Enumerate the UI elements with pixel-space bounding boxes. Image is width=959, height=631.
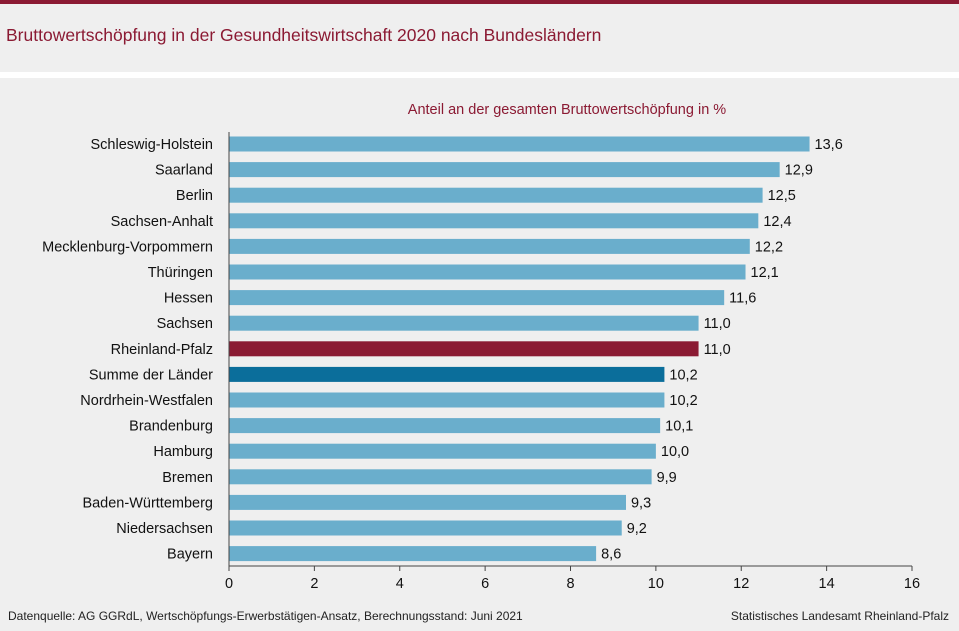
bar xyxy=(229,418,661,434)
category-label: Niedersachsen xyxy=(116,521,213,537)
category-label: Bremen xyxy=(162,470,213,486)
data-label: 12,9 xyxy=(785,163,813,179)
data-label: 10,0 xyxy=(661,444,689,460)
category-label: Hamburg xyxy=(153,444,213,460)
data-label: 9,3 xyxy=(631,495,651,511)
publisher-note: Statistisches Landesamt Rheinland-Pfalz xyxy=(730,609,949,623)
data-label: 11,0 xyxy=(704,316,731,332)
bar xyxy=(229,162,780,178)
x-tick-label: 0 xyxy=(225,576,233,592)
bar xyxy=(229,290,725,306)
x-tick-label: 6 xyxy=(481,576,489,592)
bar xyxy=(229,443,656,459)
data-label: 10,1 xyxy=(665,419,693,435)
x-tick-label: 14 xyxy=(819,576,835,592)
bar xyxy=(229,366,665,382)
data-label: 12,5 xyxy=(768,188,796,204)
data-label: 12,2 xyxy=(755,239,783,255)
bars-group: Schleswig-Holstein 13,6 Saarland 12,9 Berlin… xyxy=(42,136,843,563)
data-label: 12,1 xyxy=(751,265,779,281)
bar xyxy=(229,494,626,510)
bar xyxy=(229,546,597,562)
bar xyxy=(229,315,699,331)
x-tick-label: 10 xyxy=(648,576,664,592)
chart-title: Anteil an der gesamten Bruttowertschöpfu… xyxy=(408,102,726,118)
data-source-note: Datenquelle: AG GGRdL, Wertschöpfungs-Er… xyxy=(8,609,523,623)
x-tick-label: 8 xyxy=(566,576,574,592)
bar xyxy=(229,238,750,254)
category-label: Mecklenburg-Vorpommern xyxy=(42,239,213,255)
category-label: Brandenburg xyxy=(129,419,213,435)
category-label: Nordrhein-Westfalen xyxy=(80,393,213,409)
category-label: Summe der Länder xyxy=(89,367,213,383)
category-label: Sachsen-Anhalt xyxy=(111,214,213,230)
header-divider xyxy=(0,72,959,78)
x-tick-label: 4 xyxy=(396,576,404,592)
bar xyxy=(229,136,810,152)
data-label: 10,2 xyxy=(669,393,697,409)
data-label: 8,6 xyxy=(601,547,621,563)
x-tick-label: 16 xyxy=(904,576,920,592)
category-label: Thüringen xyxy=(148,265,213,281)
category-label: Sachsen xyxy=(157,316,213,332)
bar xyxy=(229,469,652,485)
category-label: Baden-Württemberg xyxy=(82,495,213,511)
category-label: Hessen xyxy=(164,291,213,307)
data-label: 12,4 xyxy=(763,214,791,230)
data-label: 9,2 xyxy=(627,521,647,537)
bar xyxy=(229,213,759,229)
bar xyxy=(229,341,699,357)
bar xyxy=(229,392,665,408)
x-axis: 0 2 4 6 8 10 12 14 16 xyxy=(225,132,920,592)
bar xyxy=(229,264,746,280)
data-label: 10,2 xyxy=(669,367,697,383)
category-label: Saarland xyxy=(155,163,213,179)
x-tick-label: 12 xyxy=(733,576,749,592)
top-accent-line xyxy=(0,0,959,4)
x-tick-label: 2 xyxy=(310,576,318,592)
bar xyxy=(229,187,763,203)
category-label: Bayern xyxy=(167,547,213,563)
data-label: 11,0 xyxy=(704,342,731,358)
category-label: Berlin xyxy=(176,188,213,204)
data-label: 9,9 xyxy=(657,470,677,486)
category-label: Schleswig-Holstein xyxy=(91,137,214,153)
data-label: 11,6 xyxy=(729,291,756,307)
bar xyxy=(229,520,622,536)
category-label: Rheinland-Pfalz xyxy=(111,342,213,358)
data-label: 13,6 xyxy=(815,137,843,153)
page-title: Bruttowertschöpfung in der Gesundheitswi… xyxy=(6,25,602,45)
